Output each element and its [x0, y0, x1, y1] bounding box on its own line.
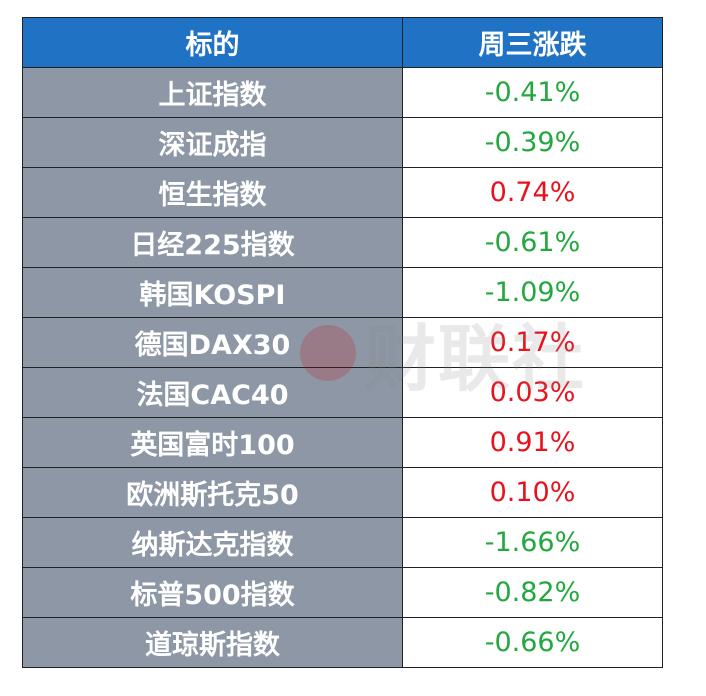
change-value: -0.66% — [402, 617, 663, 668]
table-row: 英国富时100 0.91% — [22, 417, 663, 468]
table-row: 纳斯达克指数 -1.66% — [22, 517, 663, 568]
change-value: -0.82% — [402, 567, 663, 618]
header-row: 标的 周三涨跌 — [22, 17, 663, 68]
index-name: 道琼斯指数 — [22, 617, 403, 668]
change-value: 0.03% — [402, 367, 663, 418]
change-value: -1.66% — [402, 517, 663, 568]
change-value: 0.74% — [402, 167, 663, 218]
header-cell: 周三涨跌 — [402, 17, 663, 68]
change-value: 0.17% — [402, 317, 663, 368]
index-name: 法国CAC40 — [22, 367, 403, 418]
index-name: 英国富时100 — [22, 417, 403, 468]
table: 标的 周三涨跌 上证指数 -0.41% 深证成指 -0.39% 恒生指数 0.74% 日经2… — [22, 17, 663, 668]
table-row: 深证成指 -0.39% — [22, 117, 663, 168]
table-row: 道琼斯指数 -0.66% — [22, 617, 663, 668]
table-row: 上证指数 -0.41% — [22, 67, 663, 118]
table-row: 韩国KOSPI -1.09% — [22, 267, 663, 318]
table-row: 欧洲斯托克50 0.10% — [22, 467, 663, 518]
change-value: -0.61% — [402, 217, 663, 268]
change-value: -0.41% — [402, 67, 663, 118]
table-row: 恒生指数 0.74% — [22, 167, 663, 218]
table-row: 标普500指数 -0.82% — [22, 567, 663, 618]
index-name: 欧洲斯托克50 — [22, 467, 403, 518]
index-name: 德国DAX30 — [22, 317, 403, 368]
change-value: -1.09% — [402, 267, 663, 318]
index-name: 上证指数 — [22, 67, 403, 118]
index-name: 日经225指数 — [22, 217, 403, 268]
table-row: 德国DAX30 0.17% — [22, 317, 663, 368]
index-name: 韩国KOSPI — [22, 267, 403, 318]
index-name: 恒生指数 — [22, 167, 403, 218]
table-body: 上证指数 -0.41% 深证成指 -0.39% 恒生指数 0.74% 日经225指数 -0.6… — [22, 67, 663, 668]
change-value: 0.91% — [402, 417, 663, 468]
index-name: 标普500指数 — [22, 567, 403, 618]
table-row: 法国CAC40 0.03% — [22, 367, 663, 418]
change-value: 0.10% — [402, 467, 663, 518]
table-row: 日经225指数 -0.61% — [22, 217, 663, 268]
index-name: 纳斯达克指数 — [22, 517, 403, 568]
index-name: 深证成指 — [22, 117, 403, 168]
header-cell: 标的 — [22, 17, 403, 68]
change-value: -0.39% — [402, 117, 663, 168]
